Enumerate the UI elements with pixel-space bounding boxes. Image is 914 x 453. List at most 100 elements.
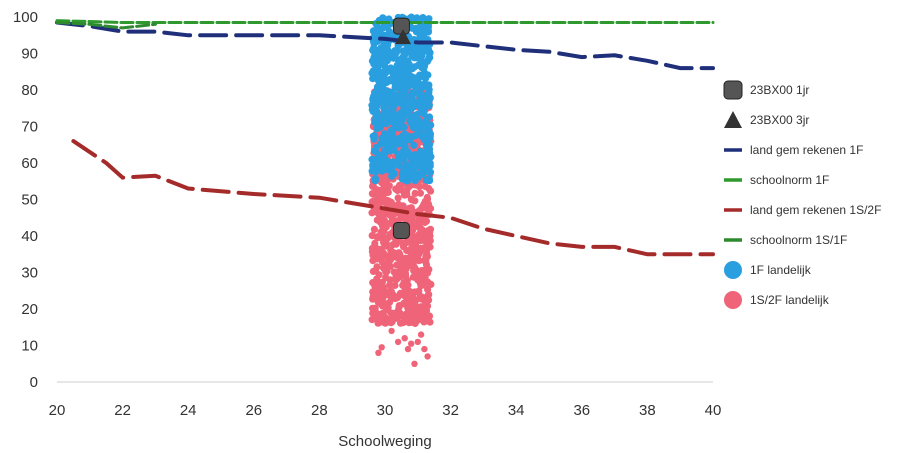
scatter-point xyxy=(421,310,429,318)
scatter-point xyxy=(424,302,432,310)
scatter-point xyxy=(418,48,426,56)
y-tick-label: 90 xyxy=(21,46,38,63)
scatter-point xyxy=(380,264,388,272)
scatter-point xyxy=(374,319,382,327)
scatter-point xyxy=(395,162,404,170)
scatter-point xyxy=(420,110,428,118)
scatter-point xyxy=(401,335,408,342)
scatter-point xyxy=(368,316,376,324)
legend-symbol xyxy=(724,291,742,309)
y-tick-label: 70 xyxy=(21,119,38,136)
scatter-point xyxy=(409,158,417,166)
scatter-point xyxy=(421,274,429,282)
scatter-point xyxy=(382,112,390,120)
scatter-point xyxy=(424,45,432,53)
triangle-marker xyxy=(395,29,412,45)
scatter-point xyxy=(382,53,391,61)
scatter-point xyxy=(384,47,392,55)
scatter-point xyxy=(378,152,386,160)
y-tick-label: 30 xyxy=(21,265,38,282)
scatter-point xyxy=(411,313,419,321)
scatter-point xyxy=(411,360,418,367)
scatter-point xyxy=(375,349,382,356)
scatter-point xyxy=(404,345,412,353)
scatter-point xyxy=(407,295,415,303)
scatter-point xyxy=(375,193,383,201)
legend-label: land gem rekenen 1S/2F xyxy=(750,203,881,217)
scatter-point xyxy=(374,66,382,74)
scatter-point xyxy=(372,143,380,152)
y-tick-label: 80 xyxy=(21,82,38,99)
scatter-point xyxy=(421,99,429,108)
scatter-point xyxy=(425,145,434,153)
scatter-point xyxy=(382,156,390,164)
y-tick-label: 40 xyxy=(21,228,38,245)
scatter-point xyxy=(390,98,399,107)
scatter-point xyxy=(368,69,376,77)
scatter-point xyxy=(426,318,434,326)
scatter-point xyxy=(395,73,403,81)
scatter-point xyxy=(405,48,413,56)
scatter-point xyxy=(372,115,380,123)
y-tick-label: 100 xyxy=(13,9,38,26)
scatter-point xyxy=(373,233,381,241)
scatter-point xyxy=(425,296,433,304)
scatter-point xyxy=(373,275,381,283)
scatter-point xyxy=(405,82,413,90)
square-marker xyxy=(392,17,410,35)
scatter-point xyxy=(380,104,388,112)
scatter-point xyxy=(416,33,424,41)
scatter-point xyxy=(369,37,378,46)
chart-lines xyxy=(55,19,715,257)
legend-symbol xyxy=(723,80,743,100)
scatter-point xyxy=(424,160,433,168)
scatter-point xyxy=(369,267,377,275)
scatter-point xyxy=(394,338,402,346)
y-tick-label: 50 xyxy=(21,192,38,209)
scatter-point xyxy=(385,66,393,74)
scatter-point xyxy=(408,89,416,97)
scatter-point xyxy=(388,327,395,335)
scatter-point xyxy=(371,157,379,166)
scatter-point xyxy=(423,193,431,202)
scatter-point xyxy=(388,318,396,326)
legend-label: 23BX00 1jr xyxy=(750,83,809,97)
series-line xyxy=(55,21,157,30)
scatter-point xyxy=(386,281,394,289)
scatter-point xyxy=(394,194,402,202)
scatter-point xyxy=(417,132,425,140)
x-tick-label: 40 xyxy=(705,402,722,419)
scatter-point xyxy=(397,100,406,108)
scatter-point xyxy=(411,177,419,185)
series-line xyxy=(55,19,715,24)
scatter-point xyxy=(424,285,432,294)
scatter-point xyxy=(377,94,386,102)
x-axis-title: Schoolweging xyxy=(338,433,431,450)
scatter-point xyxy=(423,28,431,36)
scatter-point xyxy=(372,282,380,290)
scatter-point xyxy=(425,89,433,97)
x-tick-label: 20 xyxy=(49,402,66,419)
scatter-point xyxy=(371,50,379,58)
scatter-point xyxy=(401,58,409,66)
scatter-point xyxy=(380,216,388,224)
scatter-point xyxy=(401,191,409,199)
legend-symbol xyxy=(724,261,742,279)
scatter-point xyxy=(394,124,402,132)
scatter-point xyxy=(423,129,432,137)
square-marker xyxy=(392,222,410,239)
scatter-point xyxy=(403,73,411,81)
scatter-point xyxy=(396,251,404,259)
legend-symbol xyxy=(724,111,742,128)
scatter-point xyxy=(378,222,387,230)
scatter-point xyxy=(394,56,402,64)
scatter-point xyxy=(408,196,416,204)
x-tick-label: 38 xyxy=(639,402,656,419)
scatter-point xyxy=(426,121,434,129)
scatter-point xyxy=(406,302,415,310)
scatter-point xyxy=(399,319,407,327)
scatter-point xyxy=(372,58,380,66)
scatter-point xyxy=(370,92,378,100)
scatter-point xyxy=(411,189,419,197)
